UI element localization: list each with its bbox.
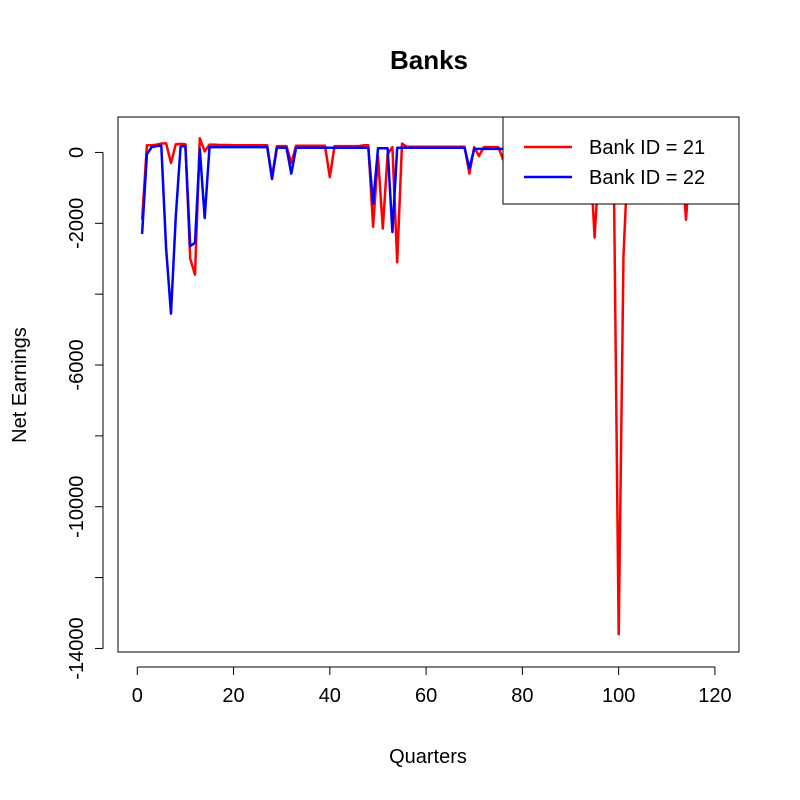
x-tick-label: 0 [132, 685, 143, 707]
y-axis: 0 -2000 -6000 -10000 -14000 [66, 147, 104, 680]
x-axis-label: Quarters [389, 746, 467, 768]
y-tick-label: -10000 [66, 476, 88, 538]
legend-label-bank-22: Bank ID = 22 [589, 167, 705, 189]
series-line-bank-21 [140, 137, 720, 636]
chart-title: Banks [390, 45, 468, 75]
x-tick-label: 80 [511, 685, 533, 707]
series-line-bank-22 [140, 144, 504, 315]
legend-label-bank-21: Bank ID = 21 [589, 137, 705, 159]
y-tick-label: -6000 [66, 339, 88, 390]
y-tick-label: 0 [66, 147, 88, 158]
y-tick-label: -14000 [66, 617, 88, 679]
x-tick-label: 100 [602, 685, 635, 707]
x-tick-label: 40 [319, 685, 341, 707]
legend-box [502, 116, 740, 205]
legend: Bank ID = 21 Bank ID = 22 [502, 116, 740, 205]
plot-frame [117, 116, 740, 653]
series-layer [140, 137, 720, 636]
x-tick-label: 20 [222, 685, 244, 707]
y-axis-label: Net Earnings [9, 327, 31, 443]
y-tick-label: -2000 [66, 198, 88, 249]
x-axis: 0 20 40 60 80 100 120 [132, 666, 732, 707]
x-tick-label: 120 [698, 685, 731, 707]
x-tick-label: 60 [415, 685, 437, 707]
